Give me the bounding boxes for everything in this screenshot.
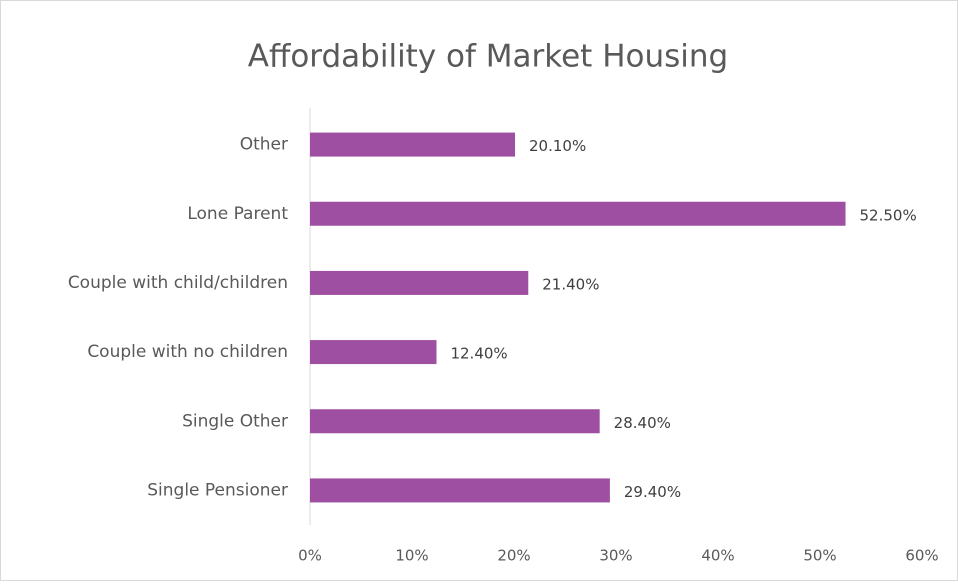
y-tick-label: Single Other bbox=[182, 411, 288, 431]
x-tick-label: 20% bbox=[497, 547, 530, 565]
bar bbox=[310, 201, 846, 226]
bar bbox=[310, 340, 437, 365]
x-tick-label: 10% bbox=[395, 547, 428, 565]
y-tick-label: Other bbox=[240, 135, 288, 155]
x-tick-label: 60% bbox=[905, 547, 938, 565]
y-tick-label: Couple with no children bbox=[87, 342, 288, 362]
bar bbox=[310, 409, 600, 434]
x-tick-label: 50% bbox=[803, 547, 836, 565]
data-label: 52.50% bbox=[860, 206, 917, 224]
x-tick-label: 40% bbox=[701, 547, 734, 565]
bar bbox=[310, 478, 610, 503]
chart-title: Affordability of Market Housing bbox=[248, 39, 728, 75]
bar bbox=[310, 270, 529, 295]
x-tick-label: 30% bbox=[599, 547, 632, 565]
bar bbox=[310, 132, 516, 157]
data-label: 12.40% bbox=[450, 345, 507, 363]
y-tick-label: Couple with child/children bbox=[68, 273, 288, 293]
y-tick-label: Single Pensioner bbox=[147, 480, 288, 500]
data-label: 21.40% bbox=[542, 275, 599, 293]
data-label: 28.40% bbox=[614, 414, 671, 432]
y-tick-label: Lone Parent bbox=[187, 204, 288, 224]
data-label: 20.10% bbox=[529, 137, 586, 155]
data-label: 29.40% bbox=[624, 483, 681, 501]
x-tick-label: 0% bbox=[298, 547, 322, 565]
